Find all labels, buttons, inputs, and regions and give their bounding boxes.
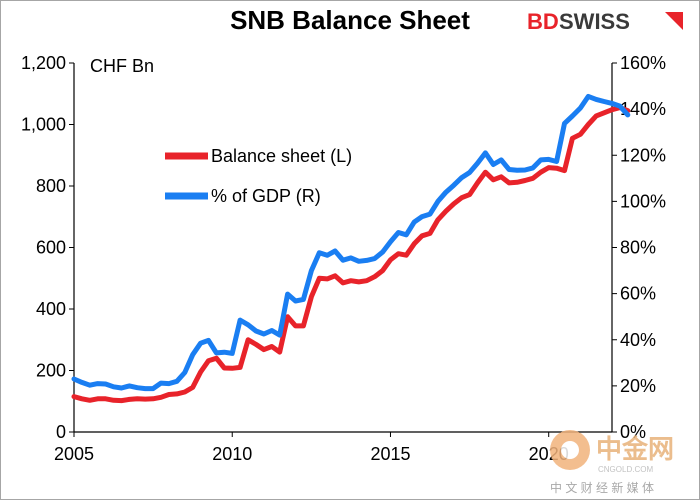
y-right-tick-label: 100% bbox=[620, 191, 666, 211]
y-right-tick-label: 20% bbox=[620, 376, 656, 396]
y-left-tick-label: 1,200 bbox=[21, 53, 66, 73]
watermark-site: CNGOLD.COM bbox=[598, 465, 653, 474]
logo-swiss-text: SWISS bbox=[559, 9, 630, 34]
y-right-tick-label: 80% bbox=[620, 238, 656, 258]
y-right-tick-label: 60% bbox=[620, 284, 656, 304]
y-right-tick-label: 120% bbox=[620, 145, 666, 165]
logo-triangle-icon bbox=[665, 12, 683, 30]
y-left-tick-label: 0 bbox=[56, 422, 66, 442]
series-line-balance-sheet bbox=[71, 105, 631, 404]
watermark-name: 中金网 bbox=[596, 434, 674, 464]
series-line-pct-gdp bbox=[71, 93, 631, 392]
x-tick-label: 2010 bbox=[212, 444, 252, 464]
axes: 0 200 400 600 800 1,000 1,200 0% 20% 40% 60% 80% 100… bbox=[21, 53, 666, 464]
y-left-tick-label: 800 bbox=[36, 176, 66, 196]
cngold-watermark: 中金网 CNGOLD.COM 中 文 财 经 新 媒 体 bbox=[550, 430, 674, 495]
y-right-tick-label: 40% bbox=[620, 330, 656, 350]
x-tick-label: 2005 bbox=[54, 444, 94, 464]
unit-label: CHF Bn bbox=[90, 56, 154, 76]
series-layer bbox=[71, 93, 631, 404]
cngold-logo-inner-icon bbox=[561, 441, 579, 459]
chart-title: SNB Balance Sheet bbox=[230, 5, 470, 35]
legend: Balance sheet (L) % of GDP (R) bbox=[165, 146, 352, 206]
x-tick-label: 2015 bbox=[370, 444, 410, 464]
y-left-tick-label: 400 bbox=[36, 299, 66, 319]
y-left-tick-label: 200 bbox=[36, 361, 66, 381]
y-right-tick-label: 160% bbox=[620, 53, 666, 73]
logo-bd-text: BD bbox=[527, 9, 559, 34]
watermark-tagline: 中 文 财 经 新 媒 体 bbox=[550, 480, 654, 495]
legend-label-pct-gdp: % of GDP (R) bbox=[211, 186, 321, 206]
y-left-tick-label: 1,000 bbox=[21, 115, 66, 135]
y-right-tick-label: 0% bbox=[620, 422, 646, 442]
bdswiss-logo: BD SWISS bbox=[527, 9, 683, 34]
y-right-tick-label: 140% bbox=[620, 99, 666, 119]
legend-label-balance-sheet: Balance sheet (L) bbox=[211, 146, 352, 166]
y-left-tick-label: 600 bbox=[36, 238, 66, 258]
